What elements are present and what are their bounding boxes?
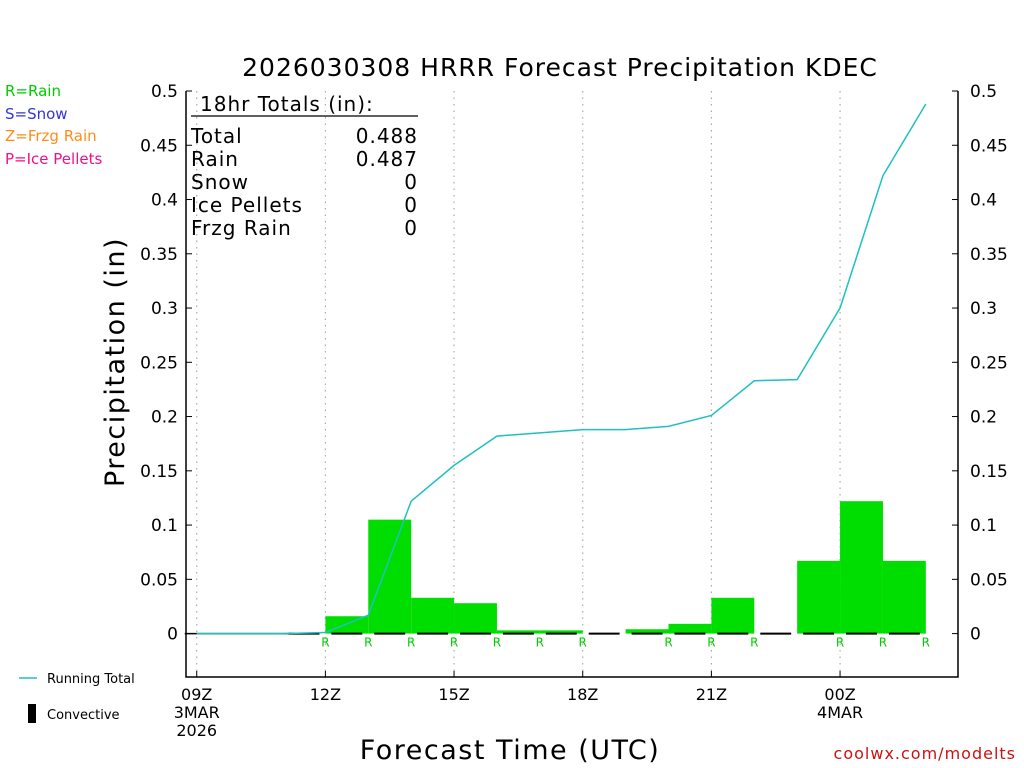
rain-bar [368, 519, 412, 634]
rain-bar [496, 630, 540, 634]
y-tick-label-right: 0.3 [970, 299, 997, 319]
y-axis-label: Precipitation (in) [100, 237, 131, 487]
totals-row-value: 0.488 [356, 124, 418, 148]
rain-bar [411, 597, 455, 634]
precip-type-marker: R [922, 636, 930, 650]
rain-bar [840, 501, 883, 634]
rain-bar [882, 560, 926, 634]
totals-row-label: Total [190, 124, 243, 148]
precip-type-marker: R [407, 636, 415, 650]
convective-legend-label: Convective [47, 708, 120, 723]
x-tick-label: 2026 [176, 721, 217, 740]
y-tick-label-left: 0.4 [151, 191, 178, 211]
rain-bar [797, 560, 841, 634]
y-tick-label-right: 0.05 [970, 570, 1008, 590]
precip-type-legend-item: Z=Frzg Rain [5, 127, 97, 145]
y-tick-label-left: 0.25 [140, 353, 178, 373]
precip-type-marker: R [493, 636, 501, 650]
y-tick-label-right: 0.1 [970, 516, 997, 536]
y-tick-label-left: 0.05 [140, 570, 178, 590]
y-tick-label-right: 0.25 [970, 353, 1008, 373]
y-tick-label-right: 0.35 [970, 245, 1008, 265]
y-tick-label-right: 0.5 [970, 82, 997, 102]
x-tick-label: 4MAR [817, 703, 863, 722]
precip-type-marker: R [664, 636, 672, 650]
running-total-line [196, 103, 927, 635]
rain-bars [325, 501, 926, 634]
x-tick-label: 21Z [696, 685, 727, 704]
precip-type-marker: R [750, 636, 758, 650]
totals-box: 18hr Totals (in): Total 0.488 Rain 0.487 Snow… [190, 92, 418, 240]
convective-swatch [28, 704, 36, 723]
precip-type-marker: R [536, 636, 544, 650]
x-tick-label: 00Z [824, 685, 855, 704]
precip-type-marker: R [321, 636, 329, 650]
running-total-legend-label: Running Total [47, 672, 135, 687]
chart-text: 2026030308 HRRR Forecast Precipitation K… [100, 53, 878, 766]
grid-lines [196, 91, 841, 677]
x-tick-label: 09Z [181, 685, 212, 704]
totals-row-label: Snow [191, 170, 249, 194]
totals-title: 18hr Totals (in): [200, 92, 374, 116]
precip-type-marker: R [364, 636, 372, 650]
precip-type-legend-item: R=Rain [5, 82, 61, 100]
totals-row-label: Ice Pellets [191, 193, 303, 217]
precip-type-marker: R [579, 636, 587, 650]
precip-type-legend-item: S=Snow [5, 104, 68, 123]
precip-type-legend-item: P=Ice Pellets [5, 149, 103, 168]
axes: 0 00.05 0.050.1 0.10.15 0.150.2 0.20.25 0.250.… [140, 82, 1008, 740]
totals-row-label: Frzg Rain [191, 216, 292, 240]
rain-bar [711, 597, 755, 634]
x-tick-label: 3MAR [174, 703, 220, 722]
running-total-line [196, 103, 927, 635]
y-tick-label-right: 0.2 [970, 408, 997, 428]
totals-row-label: Rain [191, 147, 239, 171]
precip-type-marker: R [707, 636, 715, 650]
side-legend: Running Total Convective [19, 672, 135, 723]
y-tick-label-left: 0.3 [151, 299, 178, 319]
totals-row-value: 0 [404, 216, 418, 240]
y-tick-label-right: 0.15 [970, 462, 1008, 482]
y-tick-label-left: 0.1 [151, 516, 178, 536]
y-tick-label-left: 0 [167, 625, 178, 645]
y-tick-label-right: 0 [970, 625, 981, 645]
totals-row-value: 0 [404, 170, 418, 194]
y-tick-label-left: 0.2 [151, 408, 178, 428]
rain-bar [325, 616, 369, 634]
y-tick-label-left: 0.45 [140, 136, 178, 156]
y-tick-label-left: 0.35 [140, 245, 178, 265]
x-tick-label: 18Z [567, 685, 598, 704]
precip-type-marker: R [450, 636, 458, 650]
chart-title: 2026030308 HRRR Forecast Precipitation K… [242, 53, 878, 82]
precip-type-marker: R [836, 636, 844, 650]
y-tick-label-right: 0.4 [970, 191, 997, 211]
axis-frame [185, 91, 959, 678]
y-tick-label-left: 0.5 [151, 82, 178, 102]
y-tick-label-right: 0.45 [970, 136, 1008, 156]
x-axis-label: Forecast Time (UTC) [360, 735, 661, 766]
site-credit: coolwx.com/modelts [833, 744, 1016, 763]
rain-bar [625, 629, 669, 634]
x-tick-label: 12Z [310, 685, 341, 704]
totals-row-value: 0.487 [356, 147, 418, 171]
precip-type-marker: R [879, 636, 887, 650]
rain-bar [668, 623, 712, 634]
rain-bar [454, 603, 497, 634]
y-tick-label-left: 0.15 [140, 462, 178, 482]
x-tick-label: 15Z [438, 685, 469, 704]
totals-row-value: 0 [404, 193, 418, 217]
rain-bar [539, 630, 583, 634]
